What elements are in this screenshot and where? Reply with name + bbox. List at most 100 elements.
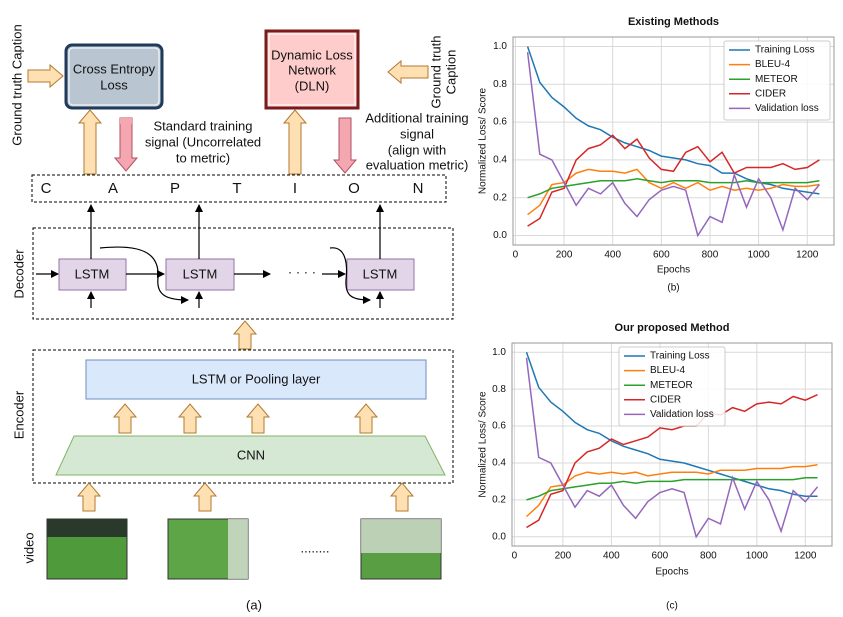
block-arrow <box>353 403 379 434</box>
lstm-cell <box>58 258 127 291</box>
legend-label: Validation loss <box>755 103 819 114</box>
signal-note: Additional training <box>365 110 468 125</box>
encoder-box <box>32 349 454 484</box>
panel-label: (c) <box>666 601 678 612</box>
x-axis-label: Epochs <box>657 265 690 276</box>
x-tick-label: 400 <box>603 551 620 562</box>
caption-letter: I <box>293 180 297 197</box>
y-tick-label: 0.6 <box>492 421 506 432</box>
y-tick-label: 0.4 <box>492 458 506 469</box>
block-arrow <box>77 109 103 175</box>
signal-note: to metric) <box>176 150 230 165</box>
caption-letter: P <box>170 180 180 197</box>
block-arrow <box>76 482 102 512</box>
block-arrows <box>27 59 429 512</box>
caption-letter: C <box>41 180 52 197</box>
block-label: Encoder <box>11 390 26 439</box>
block-arrow <box>332 117 358 174</box>
chart-title: Our proposed Method <box>615 322 730 334</box>
video-frame-net <box>361 519 441 553</box>
legend-box <box>723 40 831 121</box>
x-tick-label: 800 <box>700 551 717 562</box>
video-label: video <box>21 532 36 563</box>
dln-box <box>264 29 360 110</box>
side-label: Ground truth Caption <box>9 24 24 145</box>
ellipsis: ........ <box>301 540 330 555</box>
block-arrow <box>387 59 429 85</box>
caption-letter: T <box>232 180 241 197</box>
panel-label: (b) <box>667 283 679 294</box>
legend-label: CIDER <box>650 394 681 405</box>
y-tick-label: 0.8 <box>492 384 506 395</box>
series-line <box>526 394 818 529</box>
x-tick-label: 1000 <box>747 250 770 261</box>
caption-letter: O <box>348 180 360 197</box>
y-tick-label: 0.2 <box>493 192 507 203</box>
x-tick-label: 200 <box>555 551 572 562</box>
caption-letter: A <box>108 180 118 197</box>
series-line <box>527 168 820 216</box>
block-arrow <box>389 482 415 512</box>
y-tick-label: 1.0 <box>492 347 506 358</box>
block-arrow <box>282 109 308 175</box>
series-line <box>525 351 818 497</box>
box-text: (DLN) <box>295 78 330 93</box>
x-tick-label: 0 <box>513 250 519 261</box>
signal-note: signal <box>400 126 434 141</box>
pipeline-diagram: Cross Entropy Loss Dynamic Loss Network … <box>9 24 468 612</box>
plot-frame <box>511 342 833 547</box>
box-text: Loss <box>100 77 128 92</box>
y-axis-label: Normalized Loss/ Score <box>478 87 489 194</box>
series-line <box>527 178 820 199</box>
y-tick-label: 0.2 <box>492 495 506 506</box>
block-arrow <box>177 403 203 434</box>
legend-label: Validation loss <box>650 409 714 420</box>
series-line <box>525 464 818 518</box>
block-label: Decoder <box>11 249 26 299</box>
block-arrow <box>232 320 258 350</box>
signal-note: signal (Uncorrelated <box>145 134 261 149</box>
cross-entropy-box <box>64 43 164 110</box>
panel-label: (a) <box>246 597 262 612</box>
x-tick-label: 600 <box>653 250 670 261</box>
box-inner-border <box>68 47 160 106</box>
y-tick-label: 0.0 <box>492 531 506 542</box>
series-line <box>525 357 819 539</box>
cnn-box <box>55 435 446 476</box>
legend-label: Training Loss <box>650 351 710 362</box>
side-label: Caption <box>443 50 458 95</box>
signal-note: Standard training <box>153 118 252 133</box>
decoder-arrows <box>36 204 384 308</box>
side-label: Ground truth <box>428 36 443 109</box>
cnn-label: CNN <box>237 447 265 462</box>
lstm-label: LSTM <box>363 266 398 281</box>
lstm-label: LSTM <box>75 266 110 281</box>
y-axis-label: Normalized Loss/ Score <box>478 391 489 498</box>
signal-note: (align with <box>388 142 447 157</box>
x-tick-label: 600 <box>652 551 669 562</box>
ellipsis: · · · · <box>288 264 316 279</box>
pooling-box <box>85 359 427 400</box>
box-text: Network <box>288 62 336 77</box>
series-line <box>526 46 820 195</box>
box-text: Dynamic Loss <box>271 47 353 62</box>
block-arrow <box>27 63 64 89</box>
legend-label: METEOR <box>755 74 798 85</box>
block-arrow <box>192 482 218 512</box>
y-tick-label: 0.6 <box>493 117 507 128</box>
signal-note: evaluation metric) <box>366 157 469 172</box>
legend-label: BLEU-4 <box>755 59 790 70</box>
y-tick-label: 0.8 <box>493 79 507 90</box>
pooling-label: LSTM or Pooling layer <box>192 371 321 386</box>
legend-box <box>618 346 726 427</box>
series-line <box>526 476 818 501</box>
series-line <box>526 52 820 238</box>
legend-label: BLEU-4 <box>650 365 685 376</box>
y-tick-label: 1.0 <box>493 41 507 52</box>
caption-letter: N <box>413 180 424 197</box>
x-tick-label: 0 <box>512 551 518 562</box>
video-frame-bg <box>47 519 127 537</box>
arrow-stub <box>120 118 132 124</box>
video-frame-goal <box>228 519 248 579</box>
